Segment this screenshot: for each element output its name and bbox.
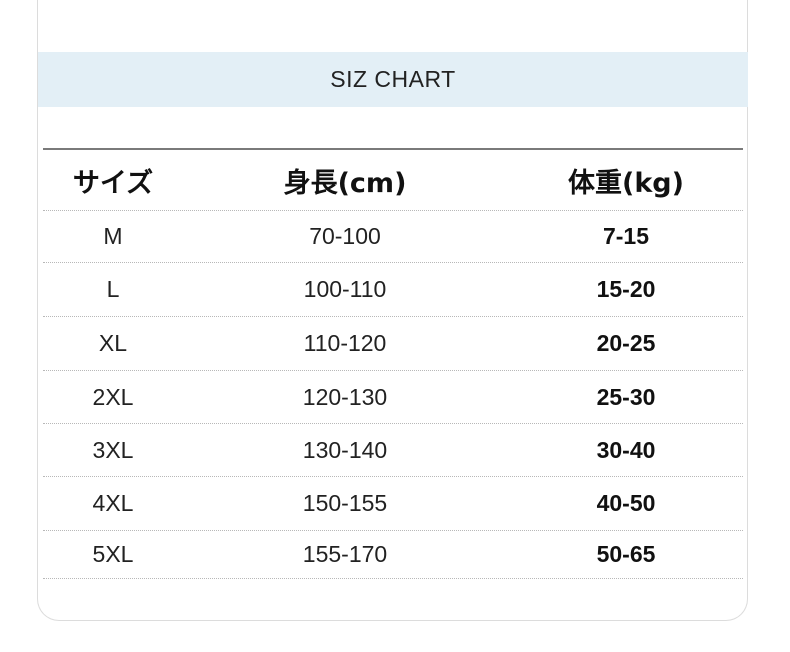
cell-weight: 50-65 — [596, 541, 656, 567]
cell-weight: 20-25 — [596, 330, 656, 356]
chart-title: SIZ CHART — [330, 66, 456, 92]
cell-weight: 15-20 — [596, 276, 656, 302]
title-band: SIZ CHART — [38, 52, 748, 107]
cell-size: L — [106, 276, 120, 302]
table-row: 3XL 130-140 30-40 — [43, 424, 743, 477]
table-row: 5XL 155-170 50-65 — [43, 531, 743, 579]
cell-height: 155-170 — [302, 541, 388, 567]
cell-height: 110-120 — [303, 330, 387, 356]
cell-weight: 25-30 — [596, 383, 656, 410]
header-height: 身長(cm) — [283, 167, 407, 199]
cell-weight: 30-40 — [596, 436, 656, 463]
table-row: 2XL 120-130 25-30 — [43, 371, 743, 424]
table-row: XL 110-120 20-25 — [43, 317, 743, 371]
cell-size: XL — [98, 330, 128, 356]
cell-size: 4XL — [92, 490, 134, 516]
cell-size: M — [103, 223, 123, 249]
cell-height: 120-130 — [302, 383, 388, 410]
table-row: L 100-110 15-20 — [43, 263, 743, 317]
cell-size: 2XL — [92, 383, 134, 410]
cell-weight: 40-50 — [596, 490, 656, 516]
cell-size: 5XL — [92, 541, 134, 567]
header-rule — [43, 148, 743, 150]
cell-weight: 7-15 — [602, 223, 650, 249]
cell-height: 70-100 — [309, 223, 381, 249]
cell-size: 3XL — [92, 436, 134, 463]
size-chart-card — [37, 0, 748, 621]
header-weight: 体重(kg) — [568, 167, 684, 199]
table-header: サイズ 身長(cm) 体重(kg) — [43, 150, 743, 211]
table-row: 4XL 150-155 40-50 — [43, 477, 743, 531]
cell-height: 100-110 — [303, 276, 387, 302]
table-row: M 70-100 7-15 — [43, 211, 743, 263]
cell-height: 130-140 — [302, 436, 388, 463]
header-size: サイズ — [72, 167, 154, 199]
cell-height: 150-155 — [302, 490, 388, 516]
